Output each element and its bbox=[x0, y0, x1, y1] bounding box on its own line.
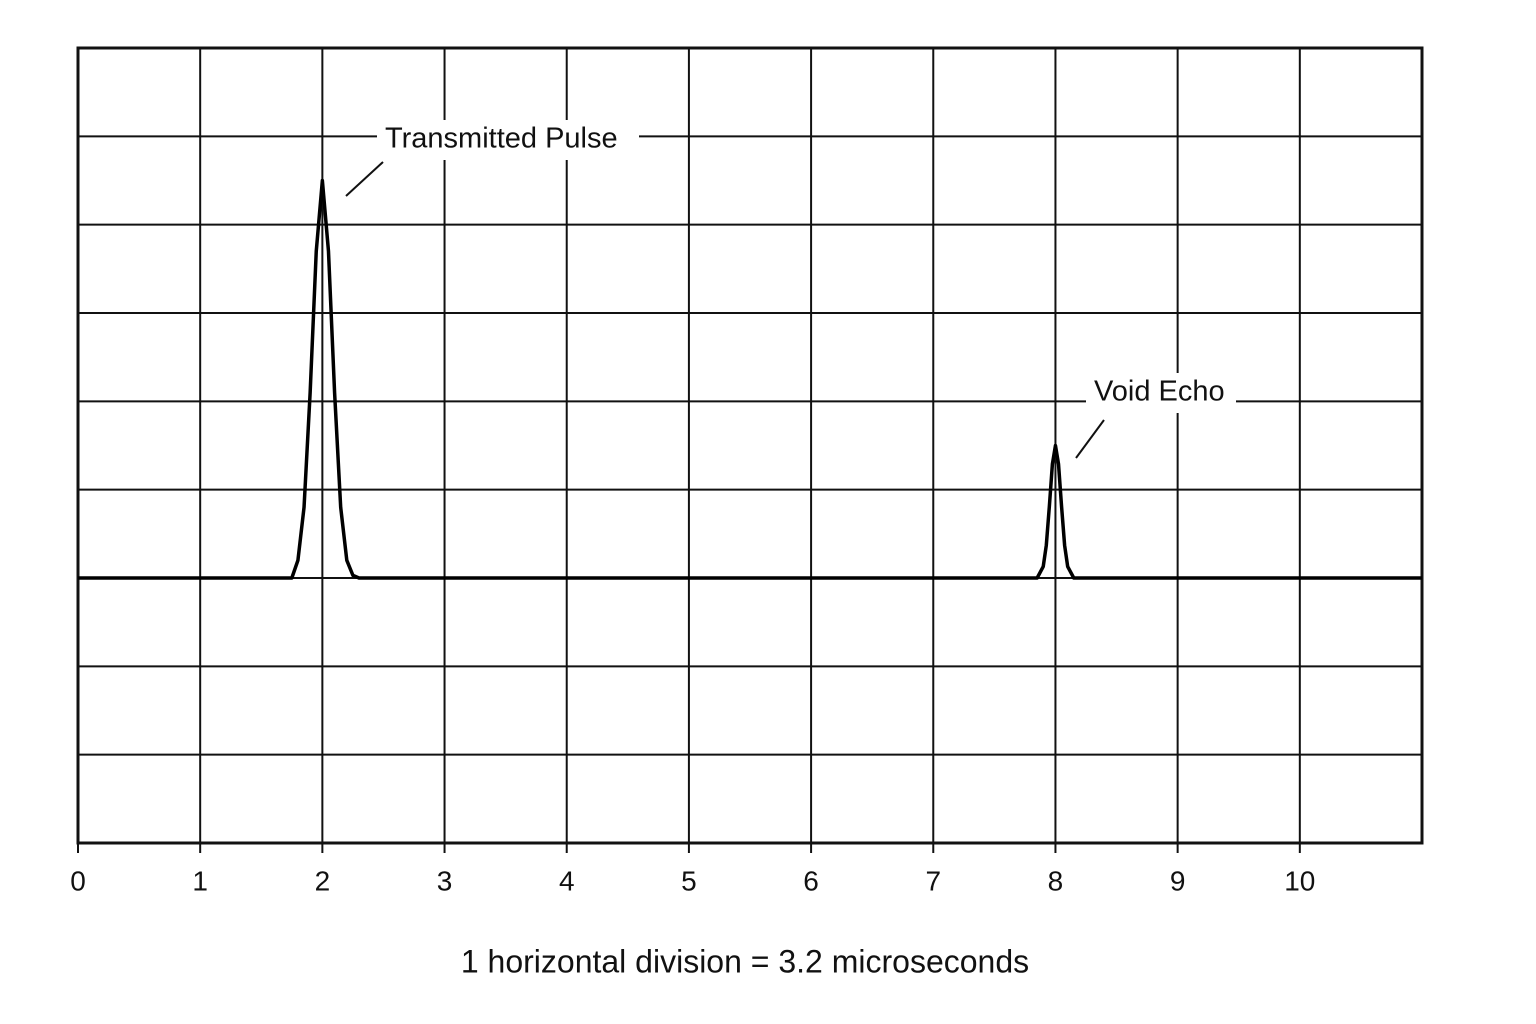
x-tick-label: 10 bbox=[1284, 865, 1315, 896]
waveform bbox=[78, 178, 1422, 580]
x-tick-label: 7 bbox=[925, 865, 941, 896]
annotation-leader bbox=[1075, 419, 1105, 459]
x-tick-label: 3 bbox=[437, 865, 453, 896]
x-tick-label: 0 bbox=[70, 865, 86, 896]
plot: Transmitted Pulse Void Echo bbox=[78, 120, 1422, 580]
x-tick-label: 9 bbox=[1170, 865, 1186, 896]
x-tick-label: 6 bbox=[803, 865, 819, 896]
annotation: Transmitted Pulse bbox=[385, 123, 618, 155]
x-tick-label: 8 bbox=[1048, 865, 1064, 896]
x-tick-label: 1 bbox=[192, 865, 208, 896]
plot-border bbox=[76, 46, 1424, 845]
annotation-background bbox=[1086, 373, 1236, 413]
x-tick-label: 5 bbox=[681, 865, 697, 896]
annotation-leader bbox=[345, 161, 384, 197]
annotation: Void Echo bbox=[1094, 376, 1225, 408]
annotation-background bbox=[377, 120, 639, 160]
caption: 1 horizontal division = 3.2 microseconds bbox=[461, 943, 1029, 979]
x-tick-label: 2 bbox=[315, 865, 331, 896]
x-tick-label: 4 bbox=[559, 865, 575, 896]
